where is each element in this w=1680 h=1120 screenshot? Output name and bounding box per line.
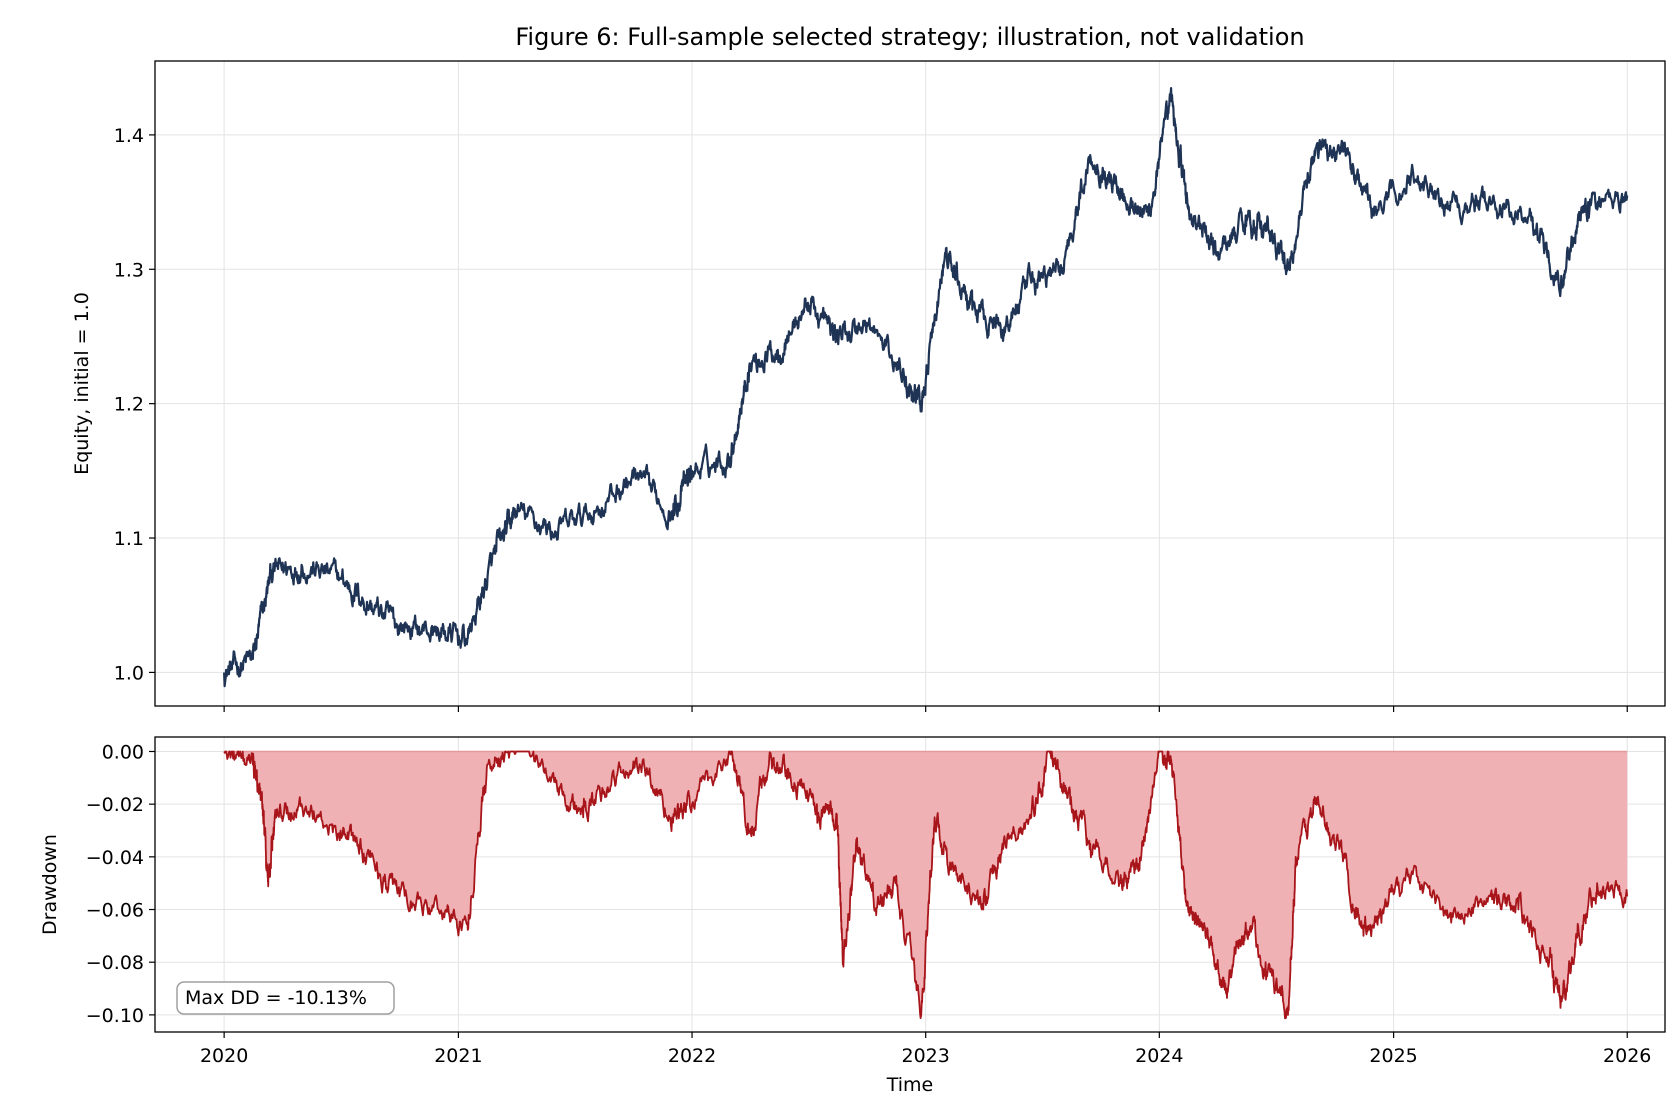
drawdown-y-axis-label: Drawdown	[39, 834, 61, 935]
drawdown-y-tick-label: 0.00	[102, 741, 144, 763]
equity-x-ticks	[223, 706, 1628, 712]
drawdown-y-ticks: 0.00 −0.02 −0.04 −0.06 −0.08 −0.10	[86, 741, 155, 1027]
equity-axes-frame	[154, 60, 1666, 707]
equity-grid	[155, 61, 1665, 706]
figure-title: Figure 6: Full-sample selected strategy;…	[515, 23, 1304, 51]
max-drawdown-annotation: Max DD = -10.13%	[176, 981, 395, 1015]
drawdown-line	[223, 750, 1629, 1020]
drawdown-y-tick-label: −0.06	[86, 900, 144, 922]
x-tick-label: 2022	[668, 1045, 716, 1067]
x-tick-label: 2026	[1603, 1045, 1651, 1067]
equity-y-tick-label: 1.1	[114, 528, 144, 550]
equity-series	[223, 87, 1629, 688]
x-tick-label: 2020	[200, 1045, 248, 1067]
equity-y-axis-label: Equity, initial = 1.0	[71, 292, 93, 475]
equity-y-tick-label: 1.4	[114, 125, 144, 147]
drawdown-axes-frame	[154, 736, 1666, 1033]
drawdown-panel: 0.00−0.02−0.04−0.06−0.08−0.10 2020 2021 20…	[39, 736, 1666, 1096]
drawdown-y-tick-label: −0.08	[86, 952, 144, 974]
drawdown-y-tick-label: −0.10	[86, 1005, 144, 1027]
drawdown-x-ticks: 2020 2021 2022 2023 2024 2025 2026	[200, 1032, 1651, 1067]
drawdown-area	[224, 751, 1628, 1019]
annotation-text: Max DD = -10.13%	[185, 987, 367, 1009]
drawdown-y-tick-label: −0.04	[86, 847, 144, 869]
equity-y-ticks: 1.0 1.1 1.2 1.3 1.4	[114, 125, 155, 684]
equity-panel: 1.0 1.1 1.2 1.3 1.4 Equity, initial = 1.0	[71, 60, 1666, 712]
equity-line	[223, 87, 1629, 688]
annotation-box	[176, 981, 395, 1015]
drawdown-y-tick-label: −0.02	[86, 794, 144, 816]
x-tick-label: 2023	[902, 1045, 950, 1067]
equity-y-tick-label: 1.0	[114, 662, 144, 684]
equity-y-tick-label: 1.3	[114, 259, 144, 281]
x-tick-label: 2024	[1135, 1045, 1183, 1067]
equity-y-tick-label: 1.2	[114, 394, 144, 416]
x-tick-label: 2025	[1369, 1045, 1417, 1067]
drawdown-series	[223, 750, 1629, 1020]
x-axis-label: Time	[886, 1074, 934, 1096]
x-tick-label: 2021	[434, 1045, 482, 1067]
